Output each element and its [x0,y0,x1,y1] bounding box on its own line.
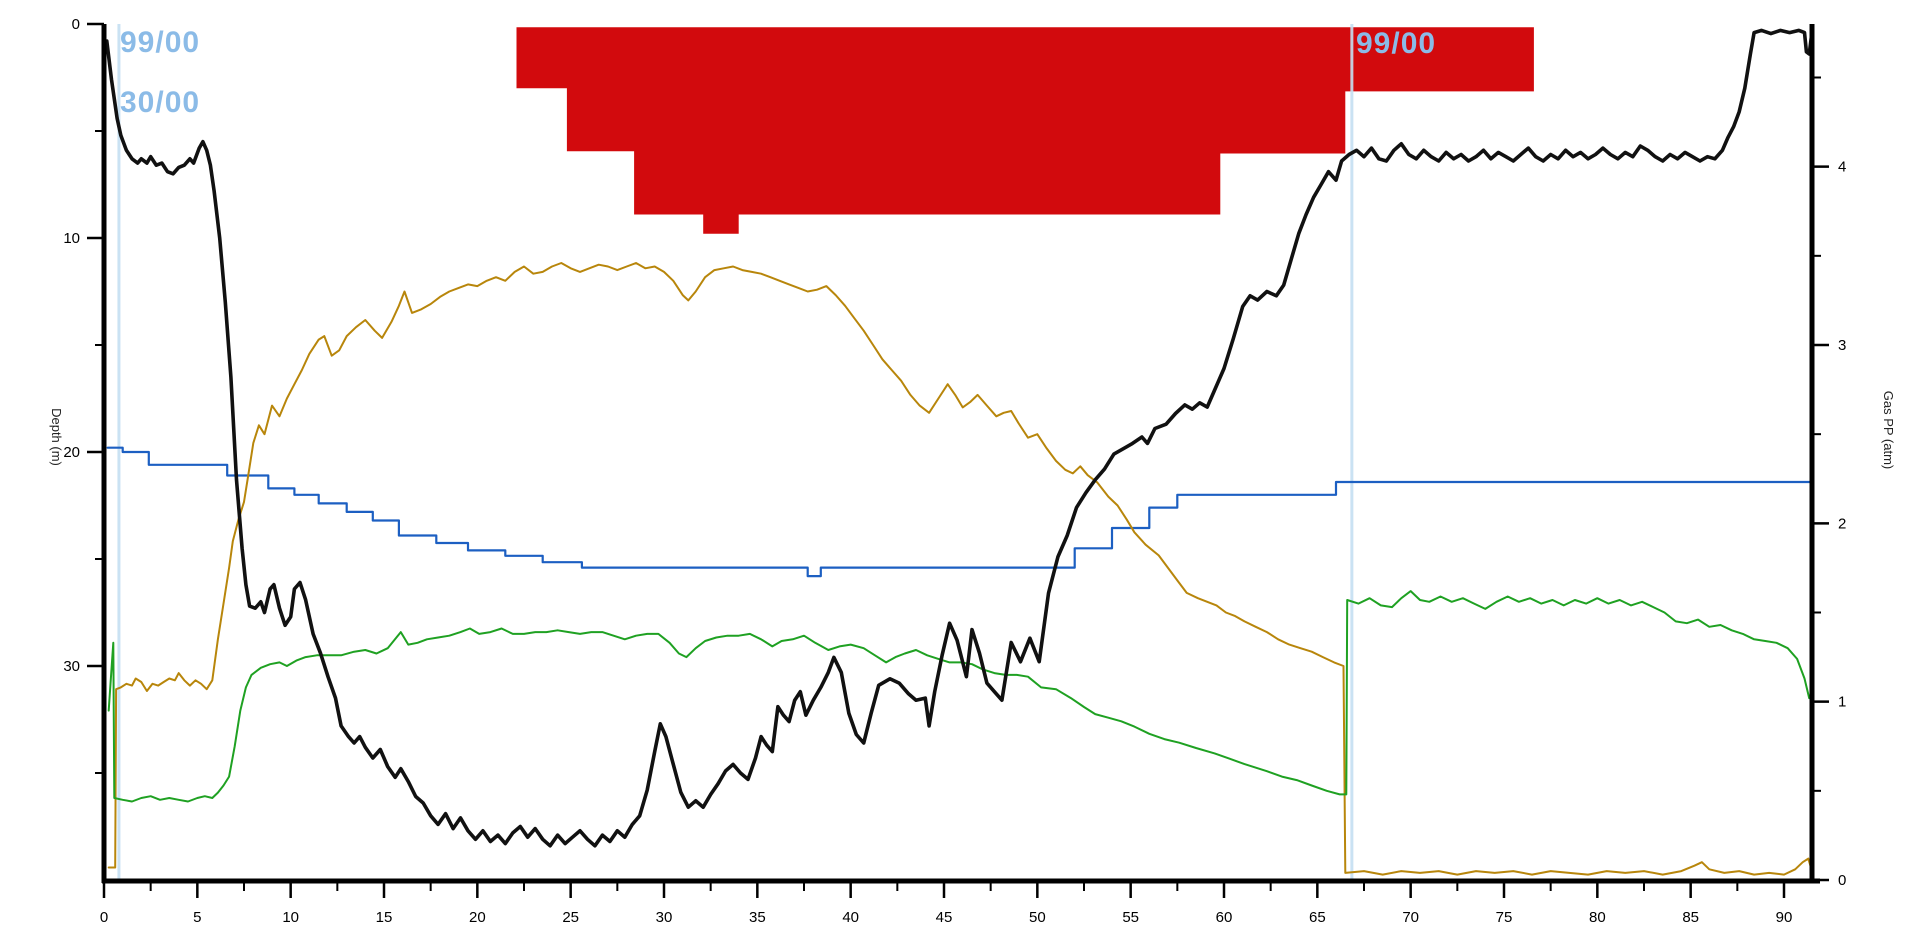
x-tick-label: 55 [1122,909,1139,926]
x-tick-label: 10 [282,909,299,926]
right-tick-label: 2 [1838,515,1846,532]
x-tick-label: 70 [1402,909,1419,926]
right-tick-label: 0 [1838,872,1846,889]
x-tick-label: 80 [1589,909,1606,926]
x-tick-label: 30 [656,909,673,926]
x-tick-label: 15 [376,909,393,926]
depth-profile-line [105,28,1814,848]
x-tick-label: 5 [193,909,201,926]
left-tick-label: 0 [72,16,80,33]
right-axis-title: Gas PP (atm) [1881,390,1896,470]
left-axis-title: Depth (m) [49,408,64,466]
x-tick-label: 65 [1309,909,1326,926]
right-tick-label: 3 [1838,337,1846,354]
gas-switch-label-start: 99/00 [120,26,201,59]
o2-pp-line [107,590,1811,803]
ceiling-region [516,27,1534,234]
left-tick-label: 20 [63,444,80,461]
x-tick-label: 85 [1682,909,1699,926]
right-tick-label: 1 [1838,694,1846,711]
gas-switch-label-99-00: 99/00 [1356,27,1437,60]
right-tick-label: 4 [1838,159,1846,176]
gas-switch-label-30-00: 30/00 [120,86,201,119]
x-tick-label: 90 [1776,909,1793,926]
left-tick-label: 10 [63,230,80,247]
x-tick-label: 75 [1496,909,1513,926]
n2-pp-line [107,262,1813,876]
x-tick-label: 25 [562,909,579,926]
limit-line [106,446,1814,578]
x-tick-label: 50 [1029,909,1046,926]
x-tick-label: 40 [842,909,859,926]
x-tick-label: 45 [936,909,953,926]
x-tick-label: 35 [749,909,766,926]
x-tick-label: 20 [469,909,486,926]
x-tick-label: 60 [1216,909,1233,926]
left-tick-label: 30 [63,658,80,675]
x-tick-label: 0 [100,909,108,926]
